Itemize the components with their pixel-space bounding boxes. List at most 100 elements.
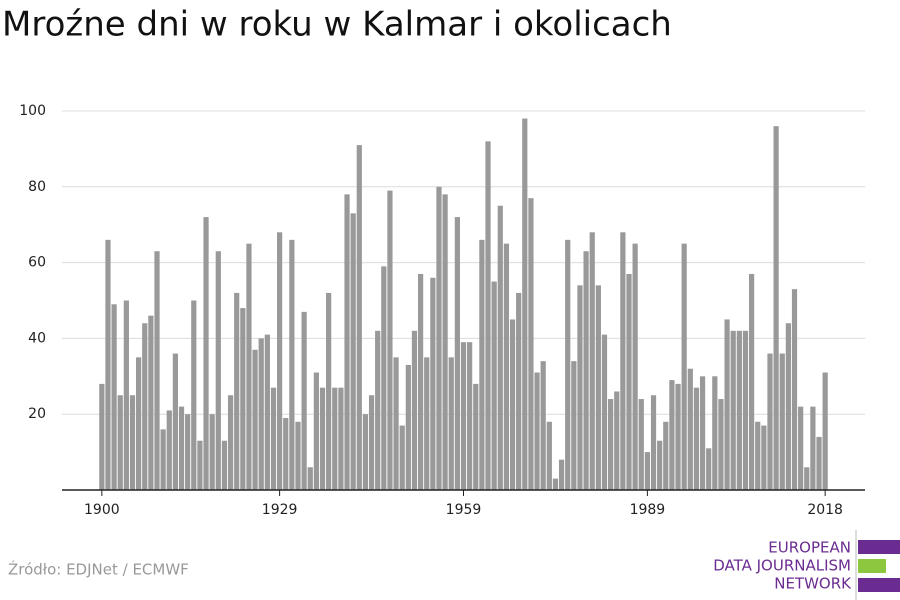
bar (822, 372, 828, 490)
x-tick-label: 1929 (262, 502, 298, 518)
bar (779, 353, 785, 490)
bar (785, 323, 791, 490)
bar (227, 395, 234, 490)
bar (810, 406, 816, 490)
bar (798, 406, 804, 490)
bar (748, 273, 755, 490)
bar (240, 308, 246, 490)
bar (191, 300, 197, 490)
bar (185, 414, 191, 490)
bar (166, 410, 172, 490)
bar (289, 239, 295, 490)
bar (344, 194, 350, 490)
logo-text: NETWORK (774, 575, 852, 593)
bar (522, 118, 528, 490)
bar (534, 372, 540, 490)
x-tick-label: 1959 (446, 502, 482, 518)
bar (467, 342, 473, 490)
bar (663, 421, 669, 490)
bar (558, 459, 565, 490)
bar (430, 277, 436, 490)
bar (99, 383, 105, 490)
bar (350, 213, 356, 490)
y-tick-label: 80 (28, 179, 46, 195)
bar (129, 395, 136, 490)
source: Źródło: EDJNet / ECMWF (8, 560, 189, 579)
bar (546, 421, 552, 490)
bar (424, 357, 430, 490)
logo-text: DATA JOURNALISM (713, 557, 851, 575)
bar (356, 145, 362, 491)
bar (160, 429, 166, 490)
bar (736, 330, 742, 490)
bar (816, 436, 822, 490)
bar (258, 338, 264, 490)
logo-bar (858, 540, 900, 554)
bar (460, 342, 467, 490)
bar (172, 353, 179, 490)
bar (338, 387, 344, 490)
logo-bar (858, 559, 886, 573)
bar (399, 425, 405, 490)
bar (381, 266, 387, 490)
bar (706, 448, 712, 490)
bar (503, 243, 510, 490)
bar (626, 273, 632, 490)
bar (773, 126, 779, 490)
bar (295, 421, 301, 490)
bar (669, 380, 675, 490)
bar (154, 251, 160, 490)
bar (657, 440, 663, 490)
bar (595, 285, 601, 490)
bar (479, 239, 485, 490)
bar (123, 300, 129, 490)
bar (473, 383, 479, 490)
bar (454, 217, 460, 490)
bar (332, 387, 338, 490)
bar (105, 239, 111, 490)
bar (234, 292, 240, 490)
bar (283, 417, 289, 490)
bar (387, 190, 393, 490)
bar (577, 285, 583, 490)
y-tick-label: 60 (28, 255, 46, 271)
bar (761, 425, 767, 490)
bar (270, 387, 277, 490)
bar (718, 399, 724, 490)
bar (644, 452, 650, 490)
chart-title: Mroźne dni w roku w Kalmar i okolicach (2, 5, 672, 45)
bar (442, 194, 448, 490)
bar (509, 319, 516, 490)
bar (417, 273, 424, 490)
bar (632, 243, 638, 490)
x-tick-label: 1900 (84, 502, 120, 518)
bar (178, 406, 185, 490)
bar (448, 357, 454, 490)
bar (277, 232, 283, 490)
bar (362, 414, 369, 490)
y-tick-label: 100 (19, 103, 46, 119)
bar (142, 323, 148, 490)
bar (583, 251, 589, 490)
bar (491, 281, 497, 490)
bar (252, 349, 258, 490)
bar (246, 243, 252, 490)
bar (375, 330, 381, 490)
bar (699, 376, 706, 490)
bar (393, 357, 399, 490)
bar (565, 239, 571, 490)
bar (650, 395, 657, 490)
bar (264, 334, 270, 490)
bar (589, 232, 595, 490)
y-tick-label: 20 (28, 406, 46, 422)
bar (693, 387, 700, 490)
bar (203, 217, 209, 490)
bar (485, 141, 491, 490)
logo-bar (858, 578, 900, 592)
bar (436, 186, 442, 491)
bar (620, 232, 626, 490)
logo-text: EUROPEAN (768, 539, 851, 557)
bar (111, 304, 117, 490)
bar (675, 383, 681, 490)
